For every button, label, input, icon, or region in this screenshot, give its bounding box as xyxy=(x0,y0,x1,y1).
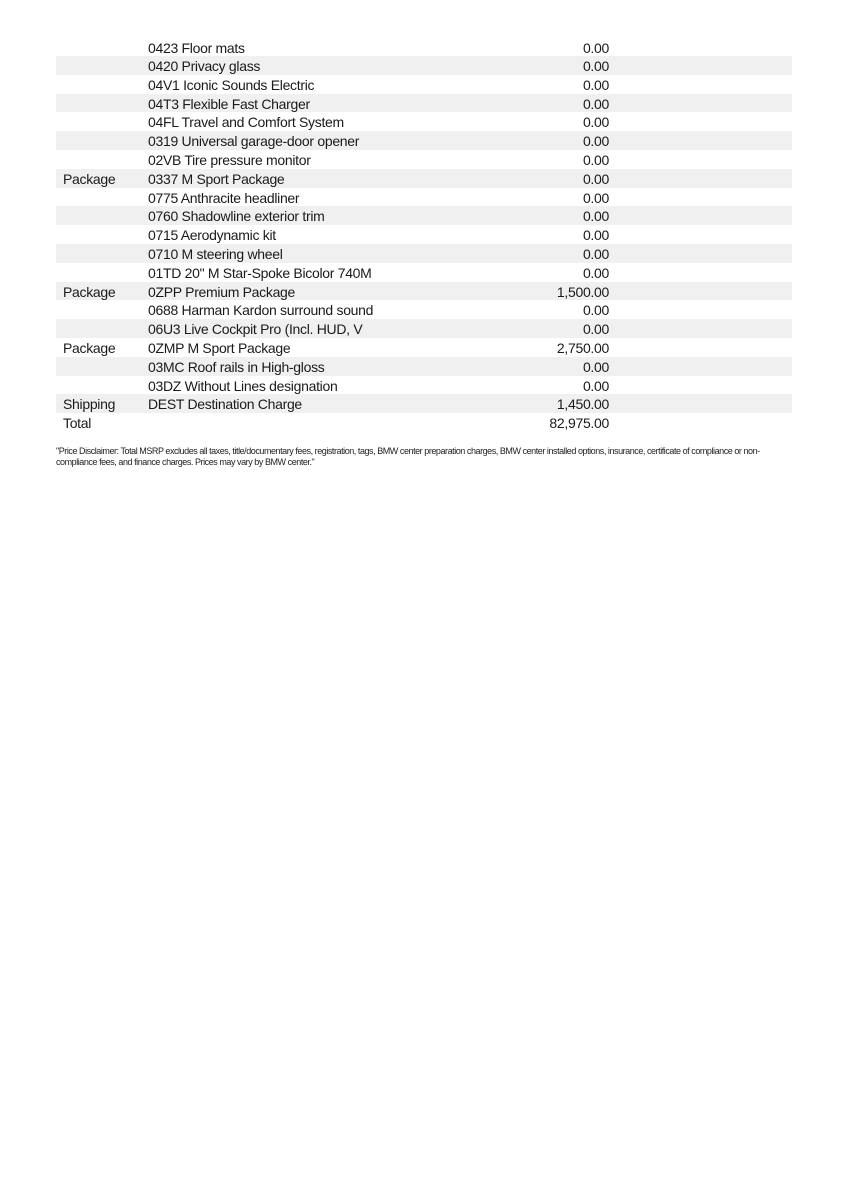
row-description: 0420 Privacy glass xyxy=(148,58,261,74)
row-price: 0.00 xyxy=(582,189,609,206)
table-row: 02VB Tire pressure monitor 0.00 xyxy=(56,150,792,169)
row-price: 0.00 xyxy=(582,40,609,56)
total-row: Total 82,975.00 xyxy=(56,413,792,432)
row-description: 0688 Harman Kardon surround sound xyxy=(148,302,374,319)
table-row: 0423 Floor mats 0.00 xyxy=(56,38,792,56)
row-price: 0.00 xyxy=(582,227,609,244)
row-price: 0.00 xyxy=(582,245,609,262)
row-category: Shipping xyxy=(63,396,116,413)
row-description: 04FL Travel and Comfort System xyxy=(148,114,344,131)
table-row: 04V1 Iconic Sounds Electric 0.00 xyxy=(56,75,792,94)
row-description: 0775 Anthracite headliner xyxy=(148,189,300,206)
table-row: 0420 Privacy glass 0.00 xyxy=(56,56,792,75)
table-row: 0760 Shadowline exterior trim 0.00 xyxy=(56,206,792,226)
table-row: 0715 Aerodynamic kit 0.00 xyxy=(56,225,792,244)
row-description: 0ZPP Premium Package xyxy=(148,283,296,300)
table-row: Package 0ZPP Premium Package 1,500.00 xyxy=(56,281,792,301)
table-row: Shipping DEST Destination Charge 1,450.00 xyxy=(56,394,792,414)
row-category: Package xyxy=(63,283,116,300)
row-price: 0.00 xyxy=(582,302,609,319)
row-price: 0.00 xyxy=(582,321,609,338)
row-description: DEST Destination Charge xyxy=(148,396,302,413)
row-description: 0760 Shadowline exterior trim xyxy=(148,208,325,225)
table-row: 01TD 20" M Star-Spoke Bicolor 740M 0.00 xyxy=(56,263,792,282)
row-price: 0.00 xyxy=(582,58,609,74)
row-description: 0423 Floor mats xyxy=(148,40,245,56)
table-row: 04FL Travel and Comfort System 0.00 xyxy=(56,112,792,131)
row-description: 0715 Aerodynamic kit xyxy=(148,227,276,244)
row-description: 04T3 Flexible Fast Charger xyxy=(148,95,310,112)
row-category: Package xyxy=(63,339,116,356)
table-row: 0710 M steering wheel 0.00 xyxy=(56,243,792,263)
row-description: 0710 M steering wheel xyxy=(148,245,283,262)
row-price: 0.00 xyxy=(582,151,609,168)
row-price: 1,500.00 xyxy=(556,283,609,300)
row-price: 0.00 xyxy=(582,170,609,187)
row-price: 0.00 xyxy=(582,377,609,394)
table-row: 0688 Harman Kardon surround sound 0.00 xyxy=(56,300,792,319)
table-row: 0775 Anthracite headliner 0.00 xyxy=(56,188,792,207)
row-price: 0.00 xyxy=(582,95,609,112)
row-description: 0319 Universal garage-door opener xyxy=(148,133,360,150)
row-description: 03MC Roof rails in High-gloss xyxy=(148,358,325,375)
row-description: 0ZMP M Sport Package xyxy=(148,339,291,356)
table-row: 03MC Roof rails in High-gloss 0.00 xyxy=(56,356,792,376)
row-price: 2,750.00 xyxy=(556,339,609,356)
row-price: 0.00 xyxy=(582,208,609,225)
row-price: 0.00 xyxy=(582,358,609,375)
row-price: 0.00 xyxy=(582,264,609,281)
row-price: 0.00 xyxy=(582,133,609,150)
table-row: 06U3 Live Cockpit Pro (Incl. HUD, V 0.00 xyxy=(56,319,792,338)
table-row: Package 0ZMP M Sport Package 2,750.00 xyxy=(56,338,792,357)
price-table: 0423 Floor mats 0.00 0420 Privacy glass 0.0… xyxy=(56,38,792,432)
row-category: Package xyxy=(63,170,116,187)
row-description: 01TD 20" M Star-Spoke Bicolor 740M xyxy=(148,264,372,281)
row-price: 82,975.00 xyxy=(549,415,609,432)
row-description: 04V1 Iconic Sounds Electric xyxy=(148,76,315,93)
table-row: Package 0337 M Sport Package 0.00 xyxy=(56,168,792,188)
row-category: Total xyxy=(63,415,92,432)
row-description: 02VB Tire pressure monitor xyxy=(148,151,311,168)
price-disclaimer: "Price Disclaimer: Total MSRP excludes a… xyxy=(56,446,760,467)
row-price: 0.00 xyxy=(582,114,609,131)
row-description: 06U3 Live Cockpit Pro (Incl. HUD, V xyxy=(148,321,363,338)
table-row: 0319 Universal garage-door opener 0.00 xyxy=(56,131,792,150)
row-description: 03DZ Without Lines designation xyxy=(148,377,338,394)
table-row: 03DZ Without Lines designation 0.00 xyxy=(56,376,792,395)
row-description: 0337 M Sport Package xyxy=(148,170,285,187)
row-price: 0.00 xyxy=(582,76,609,93)
table-row: 04T3 Flexible Fast Charger 0.00 xyxy=(56,93,792,113)
row-price: 1,450.00 xyxy=(556,396,609,413)
